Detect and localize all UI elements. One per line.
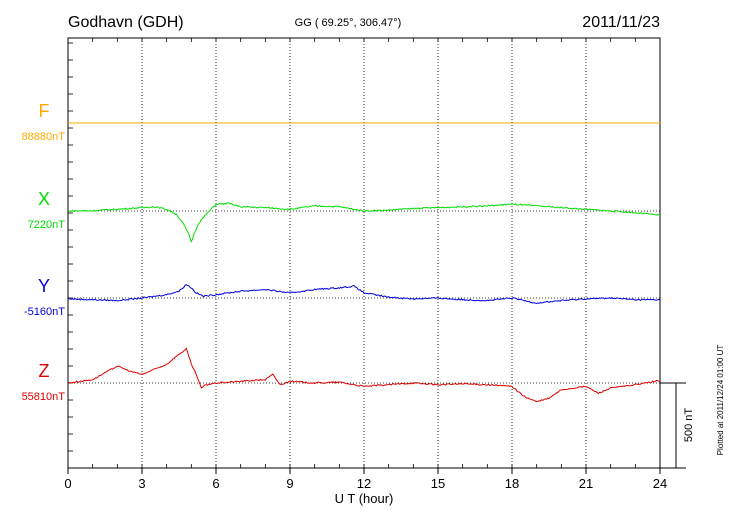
x-tick-label-0: 0 [64,476,71,491]
series-name-F: F [39,101,50,121]
station-title: Godhavn (GDH) [68,14,184,31]
series-line-X [67,202,661,243]
left-tick-marks [68,42,73,469]
x-tick-label-15: 15 [431,476,445,491]
chart-date: 2011/11/23 [582,14,660,31]
x-tick-label-12: 12 [357,476,371,491]
series-lines [67,122,661,403]
series-baseline-Z: 55810nT [22,391,66,403]
x-tick-label-24: 24 [653,476,667,491]
series-name-Y: Y [38,276,50,296]
series-name-Z: Z [39,361,50,381]
vertical-grid [141,38,587,468]
scale-bar: 500 nT [660,382,695,469]
series-line-Z [67,347,661,403]
x-tick-label-6: 6 [212,476,219,491]
scale-bar-label: 500 nT [683,408,695,443]
series-baseline-Y: -5160nT [24,306,65,318]
x-tick-label-3: 3 [138,476,145,491]
x-tick-label-9: 9 [286,476,293,491]
x-tick-label-21: 21 [579,476,593,491]
series-name-X: X [38,189,50,209]
x-tick-label-18: 18 [505,476,519,491]
series-baseline-F: 88880nT [22,131,66,143]
series-labels: F 88880nT X 7220nT Y -5160nT Z 55810nT [22,101,66,403]
plotted-at-note: Plotted at 2011/12/24 01:00 UT [716,345,725,456]
x-axis-label: U T (hour) [335,491,394,506]
x-axis-ticks: 0 3 6 9 12 15 18 21 24 [64,38,667,491]
series-line-Y [67,284,661,305]
station-coords: GG ( 69.25°, 306.47°) [295,17,402,29]
series-baseline-X: 7220nT [28,219,66,231]
plot-frame [67,37,661,469]
